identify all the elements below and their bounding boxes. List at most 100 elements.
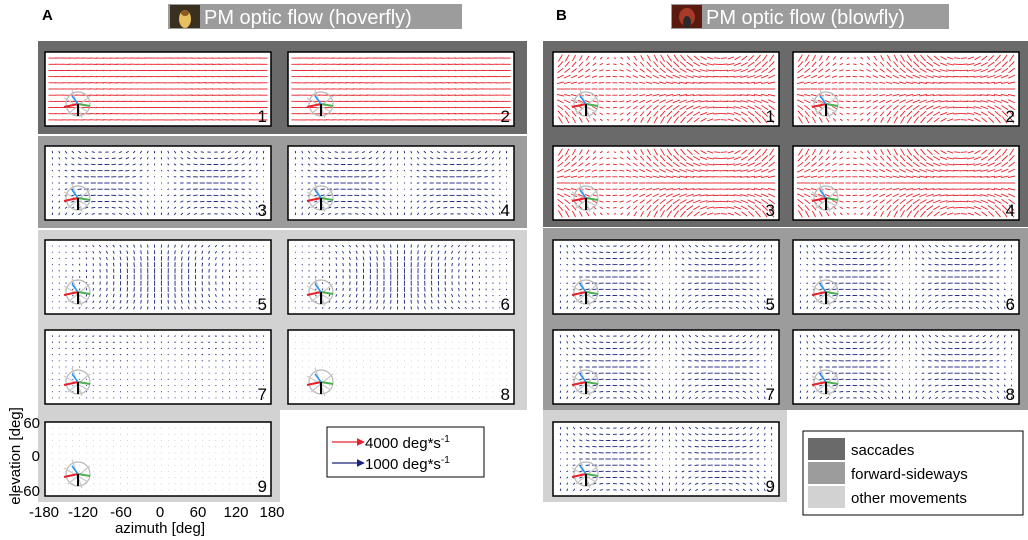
flow-vector <box>187 212 191 216</box>
flow-vector <box>91 157 96 160</box>
flow-vector <box>960 151 968 153</box>
flow-vector <box>167 169 170 172</box>
flow-vector <box>153 188 156 190</box>
flow-vector <box>699 176 708 178</box>
flow-vector <box>681 294 685 297</box>
flow-vector <box>484 200 488 203</box>
flow-vector <box>640 294 644 297</box>
flow-vector <box>208 287 210 292</box>
flow-vector <box>242 300 244 303</box>
flow-vector <box>348 256 351 261</box>
flow-vector <box>681 263 685 266</box>
flow-vector <box>817 168 824 173</box>
flow-vector <box>825 117 830 123</box>
flow-vector <box>812 244 816 248</box>
flow-vector <box>65 397 67 399</box>
flow-vector <box>646 61 652 68</box>
flow-vector <box>64 163 68 166</box>
flow-vector <box>249 341 251 344</box>
flow-vector <box>736 245 740 248</box>
flow-vector <box>187 293 190 298</box>
flow-vector <box>987 68 995 73</box>
flow-vector <box>912 93 921 97</box>
flow-vector <box>410 194 413 197</box>
flow-vector <box>987 193 996 197</box>
flow-vector <box>866 162 871 166</box>
flow-vector <box>893 61 899 68</box>
flow-vector <box>118 200 123 203</box>
flow-vector <box>484 157 488 160</box>
flow-vector <box>953 157 961 160</box>
flow-vector <box>995 210 1001 218</box>
flow-vector <box>221 244 224 248</box>
flow-vector <box>726 69 735 72</box>
flow-vector <box>659 204 666 211</box>
flow-vector <box>139 200 143 203</box>
flow-vector <box>424 256 426 261</box>
flow-vector <box>647 294 651 297</box>
flow-vector <box>58 206 61 209</box>
flow-vector <box>430 244 433 248</box>
flow-vector <box>987 199 995 204</box>
flow-vector <box>111 163 116 166</box>
flow-vector <box>754 68 762 73</box>
flow-vector <box>733 162 742 166</box>
flow-vector <box>612 200 617 203</box>
flow-vector <box>173 206 177 209</box>
flow-vector <box>335 257 338 260</box>
flow-vector <box>565 210 570 218</box>
flow-vector <box>139 163 143 166</box>
flow-vector <box>973 162 982 166</box>
flow-vector <box>735 294 740 297</box>
flow-vector <box>735 257 740 260</box>
flow-vector <box>967 112 975 116</box>
flow-vector <box>139 169 143 172</box>
flow-vector <box>727 150 734 154</box>
flow-vector <box>832 212 837 216</box>
flow-vector <box>613 119 617 121</box>
flow-vector <box>471 212 475 215</box>
flow-vector <box>119 341 122 344</box>
flow-vector <box>747 75 756 79</box>
flow-vector <box>680 54 686 62</box>
flow-vector <box>242 366 244 368</box>
trajectory-glyph-icon <box>306 183 334 213</box>
flow-vector <box>307 163 311 166</box>
flow-vector <box>105 293 108 298</box>
flow-vector <box>645 94 653 97</box>
flow-vector <box>796 93 804 97</box>
flow-vector <box>906 67 913 74</box>
flow-vector <box>58 245 60 247</box>
flow-vector <box>728 300 733 303</box>
flow-vector <box>626 162 631 166</box>
flow-vector <box>221 288 224 291</box>
flow-vector <box>478 257 481 260</box>
flow-vector <box>733 106 742 110</box>
flow-vector <box>887 148 891 156</box>
flow-vector <box>328 251 331 254</box>
flow-vector <box>424 287 426 292</box>
flow-vector <box>140 384 142 387</box>
flow-vector <box>228 245 231 248</box>
flow-vector <box>167 163 170 166</box>
flow-vector <box>879 61 885 67</box>
flow-vector <box>740 156 748 161</box>
flow-vector <box>1001 67 1009 73</box>
flow-vector <box>557 204 564 211</box>
flow-vector <box>804 110 810 117</box>
flow-vector <box>754 105 762 110</box>
flow-vector <box>249 353 251 356</box>
flow-vector <box>900 210 905 218</box>
flow-vector <box>619 112 624 116</box>
flow-vector <box>679 68 687 73</box>
flow-vector <box>458 263 460 267</box>
flow-vector <box>126 262 129 267</box>
flow-vector <box>733 188 742 190</box>
flow-vector <box>632 99 639 103</box>
flow-vector <box>99 257 102 260</box>
flow-vector <box>906 210 912 218</box>
flow-vector <box>768 168 776 173</box>
flow-vector <box>227 200 232 203</box>
flow-vector <box>939 82 948 84</box>
flow-vector <box>673 116 679 124</box>
